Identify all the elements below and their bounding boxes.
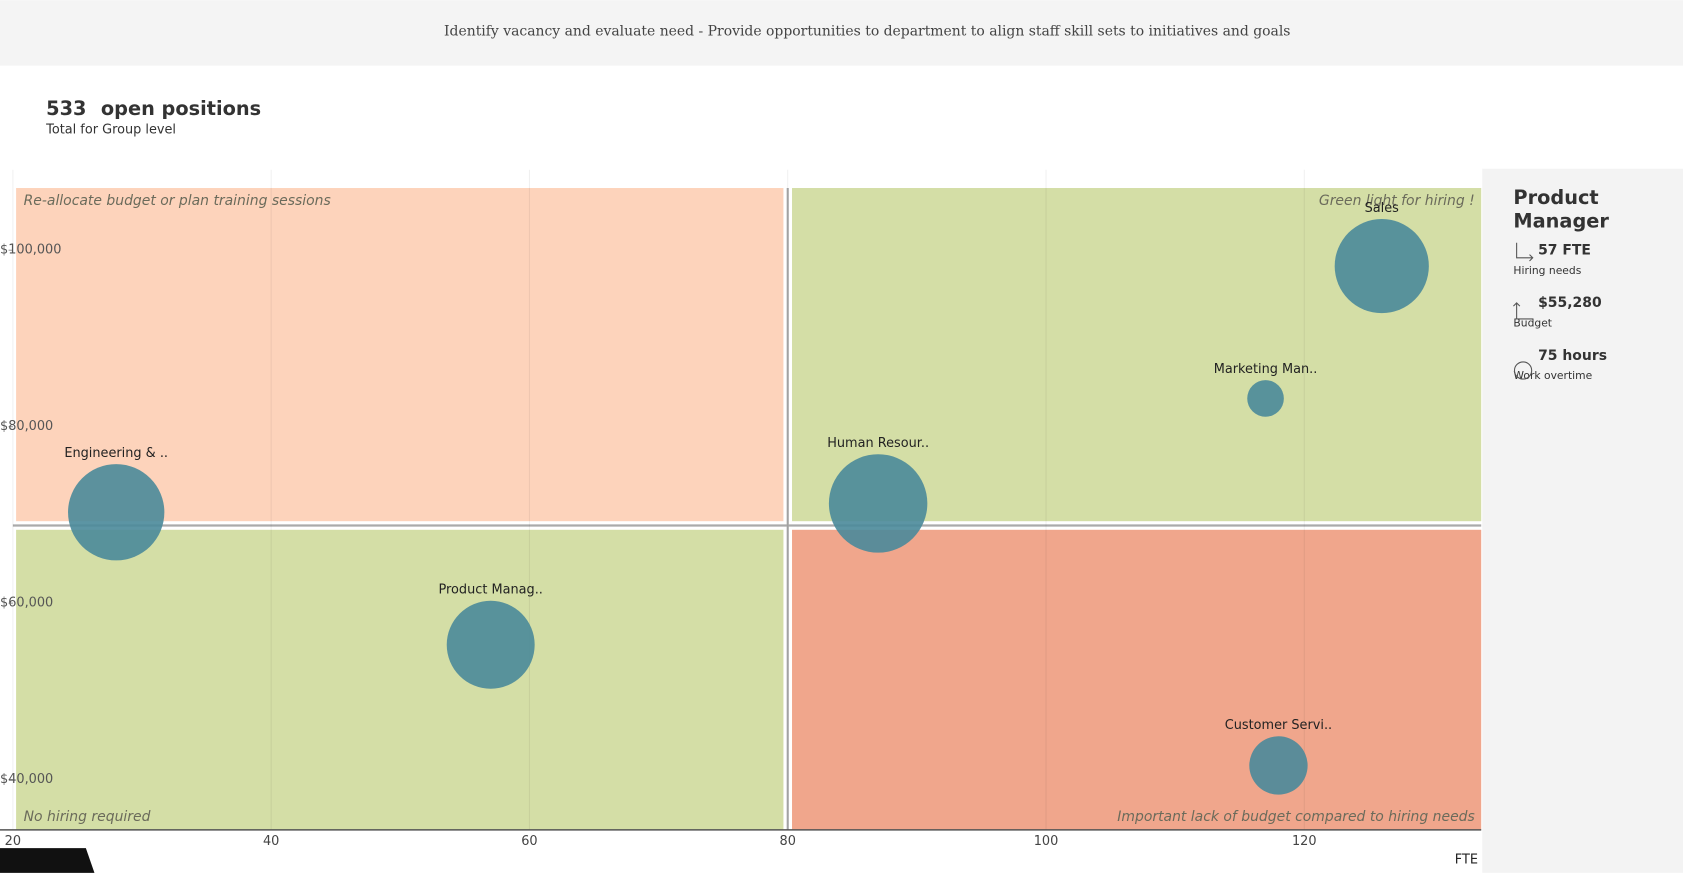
bubble <box>1334 219 1429 314</box>
corner-shape <box>0 848 95 873</box>
detail-box: Product Manager 57 FTE Hiring needs $55,… <box>1513 187 1674 382</box>
header-band <box>0 0 1683 66</box>
quadrant <box>792 529 1482 830</box>
detail-overtime: 75 hours <box>1538 347 1608 365</box>
x-tick-label: 80 <box>780 834 796 849</box>
x-axis-label: FTE <box>1455 852 1478 867</box>
bubble-label: Customer Servi.. <box>1225 718 1332 733</box>
bubble-label: Human Resour.. <box>827 436 929 451</box>
detail-hiring-label: Hiring needs <box>1513 265 1582 278</box>
kpi-value: 533 <box>46 97 86 120</box>
quadrant-label: Re-allocate budget or plan training sess… <box>24 193 331 209</box>
x-tick-label: 20 <box>5 834 21 849</box>
bubble <box>68 464 165 561</box>
fte-icon <box>1516 242 1534 262</box>
budget-icon <box>1513 302 1533 320</box>
bubble <box>828 454 928 553</box>
x-tick-label: 60 <box>521 834 537 849</box>
overtime-icon <box>1513 361 1533 380</box>
kpi-subtitle: Total for Group level <box>45 123 176 138</box>
bubble-label: Marketing Man.. <box>1214 362 1318 377</box>
x-tick-label: 40 <box>263 834 279 849</box>
detail-content: Product Manager 57 FTE Hiring needs $55,… <box>1513 187 1674 382</box>
quadrant-label: Green light for hiring ! <box>1319 193 1475 209</box>
quadrant <box>16 529 784 830</box>
detail-hiring: 57 FTE <box>1538 242 1591 259</box>
kpi-label: open positions <box>101 97 261 120</box>
quadrant-label: Important lack of budget compared to hir… <box>1117 809 1474 825</box>
x-tick-label: 100 <box>1034 834 1059 849</box>
header-title: Identify vacancy and evaluate need - Pro… <box>444 23 1290 39</box>
bubble <box>446 600 535 689</box>
y-tick-label: $80,000 <box>0 419 53 434</box>
y-tick-label: $40,000 <box>0 772 53 787</box>
bubble <box>1249 736 1308 795</box>
bubble-label: Engineering & .. <box>64 446 168 461</box>
bubble <box>1247 380 1284 417</box>
quadrant-label: No hiring required <box>24 809 151 825</box>
detail-panel <box>1482 168 1683 873</box>
detail-budget-label: Budget <box>1513 317 1553 330</box>
y-tick-label: $60,000 <box>0 596 53 611</box>
quadrant <box>16 188 784 522</box>
detail-budget: $55,280 <box>1538 295 1602 312</box>
bubble-label: Product Manag.. <box>439 583 543 598</box>
x-tick-label: 120 <box>1292 834 1317 849</box>
y-tick-label: $100,000 <box>0 243 61 258</box>
detail-overtime-label: Work overtime <box>1513 370 1593 383</box>
detail-title: Product Manager <box>1513 186 1609 234</box>
bubble-label: Sales <box>1365 201 1400 216</box>
plot: Re-allocate budget or plan training sess… <box>0 169 1482 867</box>
